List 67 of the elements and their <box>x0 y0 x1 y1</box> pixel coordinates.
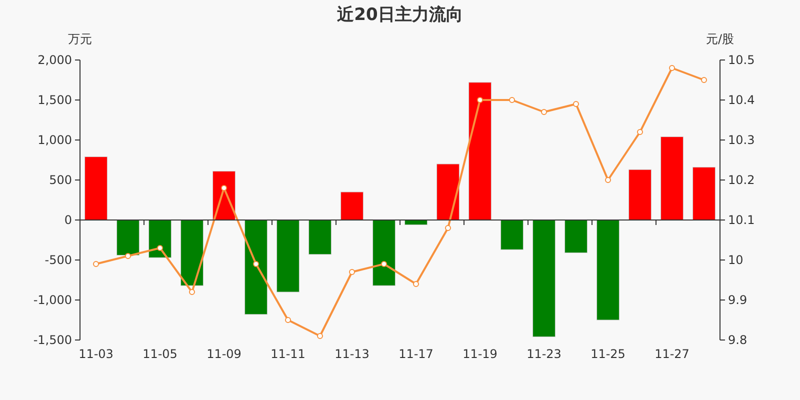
y2-axis-title: 元/股 <box>706 32 734 46</box>
point <box>221 185 227 191</box>
x-tick-label: 11-05 <box>142 347 178 361</box>
bar <box>500 220 524 250</box>
point <box>125 253 131 259</box>
bar <box>340 192 364 220</box>
x-tick-label: 11-11 <box>270 347 306 361</box>
bar <box>436 164 460 220</box>
point <box>509 97 515 103</box>
y2-tick-label: 10.5 <box>728 53 755 67</box>
y-tick-label: -1,000 <box>33 293 72 307</box>
x-tick-label: 11-19 <box>462 347 498 361</box>
bar <box>180 220 204 286</box>
point <box>573 101 579 107</box>
y-tick-label: 2,000 <box>38 53 72 67</box>
bar <box>148 220 172 258</box>
point <box>669 65 675 71</box>
y2-tick-label: 10.3 <box>728 133 755 147</box>
point <box>413 281 419 287</box>
bar <box>660 136 684 220</box>
y-axis-title: 万元 <box>68 32 92 46</box>
y-tick-label: 1,500 <box>38 93 72 107</box>
bar <box>84 156 108 220</box>
x-tick-label: 11-03 <box>78 347 114 361</box>
point <box>285 317 291 323</box>
y2-tick-label: 9.9 <box>728 293 748 307</box>
bar <box>564 220 588 254</box>
x-tick-label: 11-13 <box>334 347 370 361</box>
chart-title: 近20日主力流向 <box>336 5 463 25</box>
x-tick-label: 11-25 <box>590 347 626 361</box>
y2-tick-label: 10.4 <box>728 93 755 107</box>
bar <box>628 169 652 220</box>
bar <box>372 220 396 286</box>
point <box>637 129 643 135</box>
y2-tick-label: 10 <box>728 253 744 267</box>
x-tick-label: 11-09 <box>206 347 242 361</box>
point <box>605 177 611 183</box>
bar <box>532 220 556 338</box>
point <box>253 261 259 267</box>
bar <box>308 220 332 255</box>
y-tick-label: -1,500 <box>33 333 72 347</box>
y-tick-label: 500 <box>49 173 72 187</box>
point <box>477 97 483 103</box>
point <box>93 261 99 267</box>
point <box>189 289 195 295</box>
x-tick-label: 11-17 <box>398 347 434 361</box>
x-tick-label: 11-23 <box>526 347 562 361</box>
point <box>349 269 355 275</box>
y-tick-label: 0 <box>64 213 72 227</box>
bar <box>116 220 140 256</box>
bar <box>692 166 716 220</box>
point <box>701 77 707 83</box>
x-tick-label: 11-27 <box>654 347 690 361</box>
point <box>445 225 451 231</box>
point <box>541 109 547 115</box>
bar <box>244 220 268 315</box>
y2-tick-label: 10.2 <box>728 173 755 187</box>
point <box>157 245 163 251</box>
bar <box>276 220 300 292</box>
bar <box>596 220 620 320</box>
point <box>381 261 387 267</box>
y2-tick-label: 9.8 <box>728 333 748 347</box>
bar <box>468 82 492 220</box>
y2-tick-label: 10.1 <box>728 213 755 227</box>
y-tick-label: 1,000 <box>38 133 72 147</box>
point <box>317 333 323 339</box>
y-tick-label: -500 <box>44 253 72 267</box>
